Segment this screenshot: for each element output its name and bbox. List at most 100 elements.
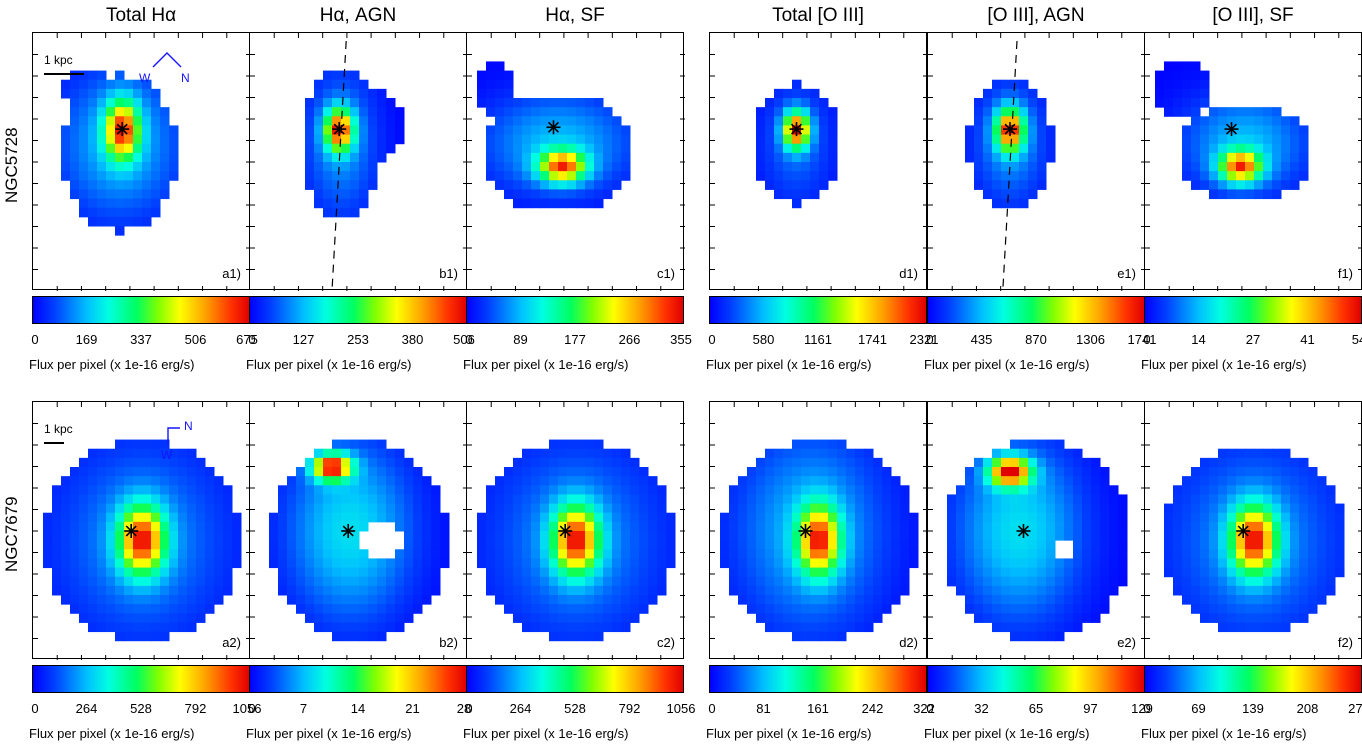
flux-pixel (323, 70, 333, 81)
flux-pixel (314, 448, 324, 459)
flux-pixel (196, 485, 206, 495)
flux-pixel (422, 512, 432, 523)
flux-pixel (79, 494, 89, 505)
flux-pixel (909, 558, 919, 569)
flux-pixel (1082, 476, 1092, 486)
flux-pixel (124, 448, 134, 459)
flux-pixel (160, 595, 170, 605)
flux-pixel (1236, 531, 1246, 541)
flux-pixel (187, 503, 197, 514)
flux-pixel (992, 98, 1002, 108)
flux-pixel (1263, 503, 1273, 514)
flux-pixel (576, 152, 586, 163)
flux-pixel (783, 576, 793, 587)
flux-pixel (549, 521, 559, 532)
flux-pixel (1164, 107, 1174, 117)
flux-pixel (350, 189, 360, 200)
flux-pixel (612, 595, 622, 605)
flux-pixel (296, 485, 306, 495)
flux-pixel (1335, 567, 1345, 578)
flux-pixel (1263, 107, 1273, 117)
flux-pixel (1290, 485, 1300, 495)
flux-pixel (1191, 585, 1201, 596)
flux-pixel (1236, 143, 1246, 154)
flux-pixel (585, 162, 595, 172)
flux-pixel (359, 107, 369, 117)
flux-pixel (314, 162, 324, 172)
flux-pixel (992, 521, 1002, 532)
flux-pixel (1028, 439, 1038, 450)
nucleus-marker (1224, 122, 1239, 137)
flux-pixel (1001, 171, 1011, 181)
flux-pixel (612, 457, 622, 468)
flux-pixel (486, 171, 496, 181)
flux-pixel (774, 180, 784, 190)
flux-pixel (1209, 189, 1219, 200)
nucleus-marker (798, 524, 813, 538)
map-panel: d2) (709, 401, 928, 660)
flux-pixel (1091, 558, 1101, 569)
flux-pixel (810, 107, 820, 117)
flux-pixel (287, 494, 297, 505)
flux-pixel (1209, 585, 1219, 596)
flux-pixel (756, 171, 766, 181)
flux-pixel (783, 180, 793, 190)
flux-pixel (1191, 79, 1201, 90)
flux-pixel (585, 558, 595, 569)
flux-pixel (585, 476, 595, 486)
flux-pixel (1326, 512, 1336, 523)
flux-pixel (1335, 531, 1345, 541)
flux-pixel (1164, 98, 1174, 108)
flux-pixel (395, 494, 405, 505)
flux-pixel (576, 439, 586, 450)
colorbar-tick-label: 528 (564, 701, 586, 716)
flux-pixel (603, 125, 613, 136)
flux-pixel (61, 485, 71, 495)
flux-pixel (1173, 107, 1183, 117)
flux-pixel (323, 152, 333, 163)
flux-pixel (70, 79, 80, 90)
flux-pixel (88, 622, 98, 633)
flux-pixel (747, 467, 757, 477)
flux-pixel (1236, 512, 1246, 523)
flux-pixel (413, 476, 423, 486)
flux-pixel (882, 494, 892, 505)
flux-pixel (142, 79, 152, 90)
flux-pixel (756, 558, 766, 569)
flux-pixel (1037, 631, 1047, 642)
flux-pixel (332, 439, 342, 450)
flux-pixel (819, 107, 829, 117)
flux-pixel (205, 558, 215, 569)
flux-pixel (720, 531, 730, 541)
flux-pixel (477, 512, 487, 523)
colorbar-tick-label: 129 (1131, 701, 1153, 716)
flux-pixel (639, 467, 649, 477)
flux-pixel (169, 503, 179, 514)
map-panel: c1) (466, 32, 685, 291)
flux-pixel (747, 576, 757, 587)
flux-pixel (1010, 152, 1020, 163)
flux-pixel (278, 549, 288, 559)
flux-pixel (386, 595, 396, 605)
flux-pixel (974, 467, 984, 477)
flux-pixel (1082, 613, 1092, 623)
flux-pixel (1281, 116, 1291, 126)
flux-pixel (1290, 604, 1300, 614)
flux-pixel (504, 476, 514, 486)
flux-pixel (359, 116, 369, 126)
flux-pixel (413, 576, 423, 587)
flux-pixel (1290, 152, 1300, 163)
flux-pixel (395, 604, 405, 614)
flux-pixel (603, 143, 613, 154)
flux-pixel (828, 476, 838, 486)
flux-pixel (359, 143, 369, 154)
flux-pixel (1010, 143, 1020, 154)
flux-pixel (323, 162, 333, 172)
flux-pixel (124, 540, 134, 550)
flux-pixel (1227, 576, 1237, 587)
flux-pixel (187, 494, 197, 505)
flux-pixel (549, 549, 559, 559)
flux-pixel (522, 134, 532, 145)
flux-pixel (359, 549, 369, 559)
flux-pixel (386, 604, 396, 614)
